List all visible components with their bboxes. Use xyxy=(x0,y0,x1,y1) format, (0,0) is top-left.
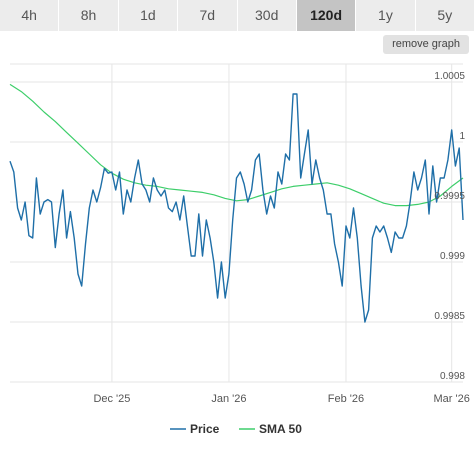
y-tick-label: 1.0005 xyxy=(434,71,465,82)
y-axis-labels: 0.998 0.9985 0.999 0.9995 1 1.0005 xyxy=(434,71,465,382)
range-tab-1d[interactable]: 1d xyxy=(118,0,179,31)
remove-graph-button[interactable]: remove graph xyxy=(383,35,469,54)
range-tab-120d[interactable]: 120d xyxy=(296,0,357,31)
range-tab-1y[interactable]: 1y xyxy=(356,0,416,31)
x-tick-label: Dec '25 xyxy=(93,393,130,405)
y-tick-label: 0.998 xyxy=(440,371,465,382)
range-tabs: 4h 8h 1d 7d 30d 120d 1y 5y xyxy=(0,0,474,31)
x-tick-label: Mar '26 xyxy=(434,393,470,405)
range-tab-5y[interactable]: 5y xyxy=(415,0,474,31)
range-tab-4h[interactable]: 4h xyxy=(0,0,60,31)
x-tick-label: Jan '26 xyxy=(211,393,246,405)
chart-grid xyxy=(10,63,463,383)
legend-label: SMA 50 xyxy=(259,422,302,436)
price-line xyxy=(9,93,464,323)
range-tab-30d[interactable]: 30d xyxy=(237,0,297,31)
x-tick-label: Feb '26 xyxy=(328,393,364,405)
sma-line xyxy=(9,83,464,207)
range-tab-7d[interactable]: 7d xyxy=(178,0,238,31)
y-tick-label: 0.9995 xyxy=(434,191,465,202)
legend-item-sma[interactable]: SMA 50 xyxy=(239,422,302,436)
range-tab-8h[interactable]: 8h xyxy=(59,0,119,31)
chart-legend: Price SMA 50 xyxy=(170,422,302,436)
y-tick-label: 0.9985 xyxy=(434,311,465,322)
legend-label: Price xyxy=(190,422,220,436)
chart-series xyxy=(9,83,464,323)
y-tick-label: 1 xyxy=(459,131,465,142)
x-axis-labels: Dec '25 Jan '26 Feb '26 Mar '26 xyxy=(93,393,469,405)
legend-item-price[interactable]: Price xyxy=(170,422,220,436)
y-tick-label: 0.999 xyxy=(440,251,465,262)
